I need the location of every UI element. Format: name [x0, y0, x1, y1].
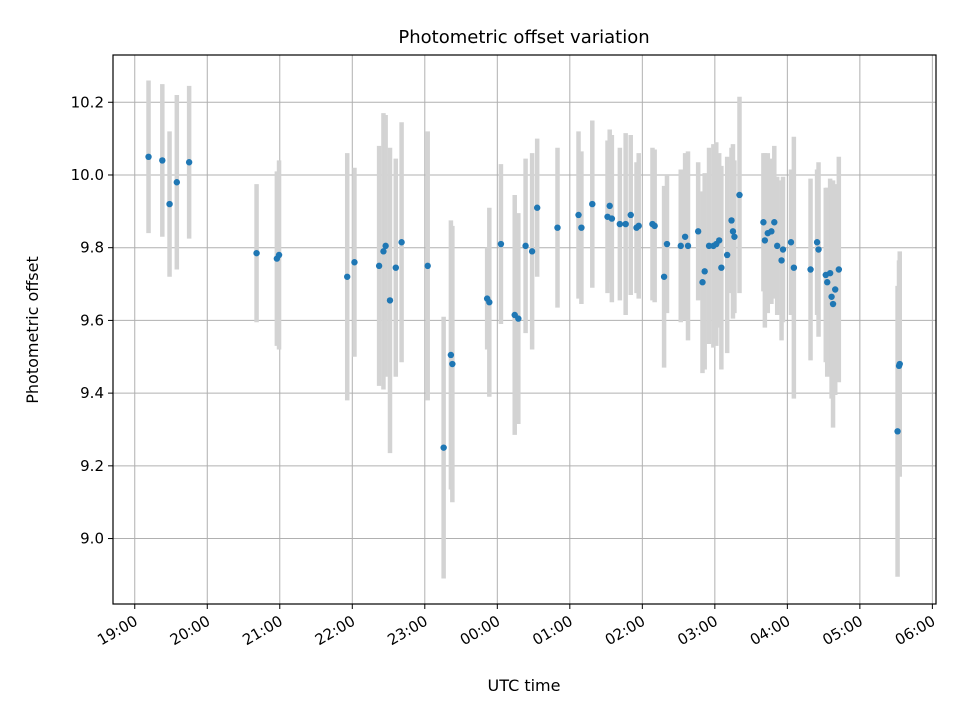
data-point: [173, 179, 181, 186]
y-tick-label: 9.0: [80, 530, 104, 548]
x-tick-label: 21:00: [239, 612, 285, 649]
data-point: [627, 211, 634, 219]
data-point: [497, 240, 505, 248]
x-tick-label: 01:00: [529, 612, 575, 649]
data-point: [826, 269, 834, 277]
data-point: [578, 224, 585, 231]
x-tick-label: 22:00: [312, 612, 358, 649]
data-point: [440, 444, 447, 451]
y-tick-label: 10.0: [71, 166, 104, 184]
data-points: [145, 153, 903, 451]
y-axis-label: Photometric offset: [23, 256, 42, 404]
plot-frame: [112, 54, 937, 605]
data-point: [760, 219, 767, 226]
data-point: [824, 279, 831, 286]
chart-title: Photometric offset variation: [398, 27, 649, 48]
data-point: [575, 211, 582, 219]
data-point: [449, 360, 456, 368]
x-tick-label: 03:00: [674, 612, 720, 649]
x-tick-label: 00:00: [457, 612, 503, 649]
y-tick-label: 10.2: [71, 93, 104, 111]
data-point: [351, 259, 358, 266]
data-point: [145, 153, 152, 161]
data-point: [832, 286, 839, 293]
x-tick-label: 20:00: [167, 612, 213, 649]
data-point: [528, 248, 536, 255]
data-point: [813, 239, 821, 246]
data-point: [533, 204, 541, 211]
data-point: [554, 224, 561, 231]
data-point: [159, 157, 166, 164]
y-tick-label: 9.6: [80, 311, 104, 329]
data-point: [677, 242, 684, 250]
data-point: [729, 228, 737, 235]
data-point: [386, 297, 394, 304]
data-point: [790, 264, 798, 271]
data-point: [718, 264, 725, 271]
data-point: [829, 300, 837, 308]
x-tick-label: 23:00: [384, 612, 430, 649]
data-point: [896, 360, 903, 368]
data-point: [723, 251, 731, 259]
data-point: [382, 242, 389, 250]
data-point: [185, 159, 193, 166]
x-tick-label: 04:00: [747, 612, 793, 649]
data-point: [380, 248, 387, 255]
data-point: [787, 239, 795, 246]
y-tick-label: 9.4: [80, 384, 104, 402]
data-point: [681, 233, 689, 240]
x-tick-label: 19:00: [94, 612, 140, 649]
data-point: [828, 293, 835, 300]
data-point: [768, 228, 775, 235]
data-point: [344, 273, 351, 280]
data-point: [522, 242, 529, 250]
x-axis-ticks: 19:00 20:00 21:00 22:00 23:00 00:00 01:00 02:00…: [94, 604, 938, 649]
data-point: [486, 299, 493, 306]
x-tick-label: 06:00: [892, 612, 938, 649]
data-point: [663, 240, 671, 248]
data-point: [589, 200, 596, 208]
data-point: [761, 237, 769, 244]
data-point: [375, 262, 383, 270]
y-tick-label: 9.8: [80, 239, 104, 257]
y-tick-label: 9.2: [80, 457, 104, 475]
x-axis-label: UTC time: [488, 676, 561, 695]
data-point: [774, 242, 781, 250]
data-point: [166, 200, 173, 208]
data-point: [694, 228, 702, 235]
data-point: [807, 266, 814, 273]
y-axis-ticks: 9.0 9.2 9.4 9.6 9.8 10.0 10.2: [71, 93, 113, 548]
data-point: [699, 279, 706, 286]
data-point: [684, 242, 692, 250]
data-point: [701, 268, 708, 275]
data-point: [398, 239, 405, 246]
data-point: [622, 220, 629, 228]
data-point: [731, 233, 738, 240]
data-point: [728, 217, 735, 224]
data-point: [616, 220, 624, 228]
data-point: [771, 219, 778, 226]
data-point: [275, 251, 283, 259]
data-point: [779, 246, 787, 253]
data-point: [660, 273, 668, 280]
data-point: [651, 222, 658, 230]
x-tick-label: 02:00: [602, 612, 648, 649]
data-point: [778, 257, 785, 264]
data-point: [715, 237, 723, 244]
data-point: [635, 222, 642, 230]
data-point: [736, 191, 743, 199]
data-point: [253, 249, 260, 257]
data-point: [815, 246, 822, 253]
data-point: [515, 315, 522, 322]
data-point: [894, 428, 901, 435]
data-point: [392, 264, 399, 271]
data-point: [447, 351, 455, 359]
data-point: [835, 266, 843, 273]
data-point: [608, 215, 616, 222]
x-tick-label: 05:00: [819, 612, 865, 649]
data-point: [606, 202, 613, 210]
data-point: [424, 262, 431, 270]
